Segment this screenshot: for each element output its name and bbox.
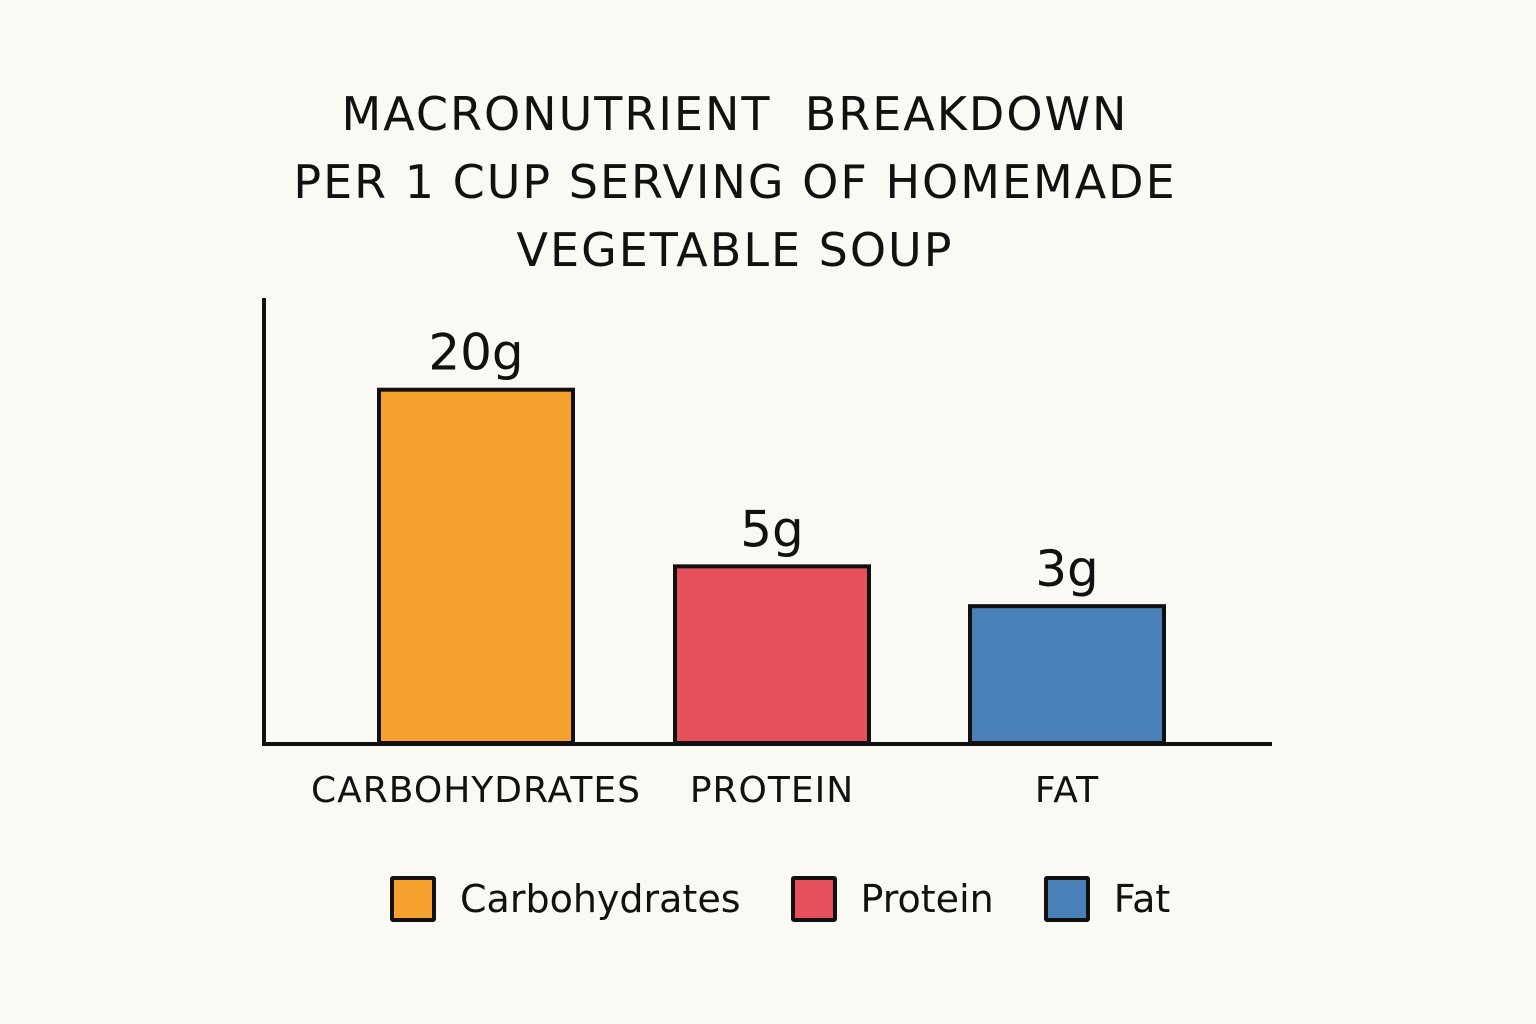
legend-label: Fat <box>1113 877 1171 921</box>
legend: Carbohydrates Protein Fat <box>390 876 1220 922</box>
bar-protein <box>673 564 871 746</box>
legend-item-carbohydrates: Carbohydrates <box>390 876 741 922</box>
data-label: 20g <box>428 324 523 382</box>
legend-item-fat: Fat <box>1043 876 1171 922</box>
legend-item-protein: Protein <box>790 876 994 922</box>
chart-title: MACRONUTRIENT BREAKDOWN PER 1 CUP SERVIN… <box>0 80 1470 284</box>
x-tick-label: FAT <box>1035 770 1099 811</box>
legend-swatch-protein <box>790 876 837 922</box>
bar-fat <box>968 604 1166 745</box>
title-line-2: PER 1 CUP SERVING OF HOMEMADE <box>293 155 1177 209</box>
legend-swatch-carbohydrates <box>390 876 436 922</box>
data-label: 5g <box>740 500 804 558</box>
x-tick-label: PROTEIN <box>690 770 854 811</box>
title-line-1: MACRONUTRIENT BREAKDOWN <box>341 87 1129 141</box>
x-tick-label: CARBOHYDRATES <box>311 770 641 811</box>
title-line-3: VEGETABLE SOUP <box>516 223 954 277</box>
data-label: 3g <box>1035 540 1099 598</box>
legend-label: Protein <box>860 877 994 921</box>
bar-carbohydrates <box>377 387 575 745</box>
legend-swatch-fat <box>1043 876 1090 922</box>
legend-label: Carbohydrates <box>460 877 741 921</box>
